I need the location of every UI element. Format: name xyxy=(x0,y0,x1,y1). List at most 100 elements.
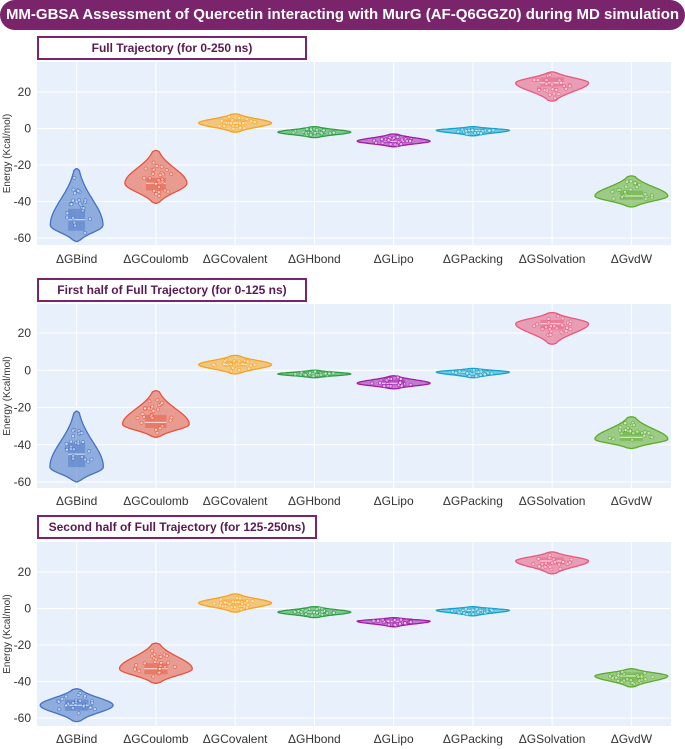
data-point xyxy=(132,667,137,672)
data-point xyxy=(218,597,223,602)
violin-ΔGCovalent xyxy=(197,354,273,375)
data-point xyxy=(386,622,391,627)
violin-ΔGvdW xyxy=(594,668,669,688)
data-point xyxy=(546,320,551,325)
data-point xyxy=(88,705,93,710)
data-point xyxy=(217,124,222,129)
data-point xyxy=(482,372,487,377)
x-tick-label: ΔGHbond xyxy=(288,494,341,508)
violin-box xyxy=(540,77,564,87)
y-tick-label: -60 xyxy=(14,711,32,725)
x-tick-label: ΔGCoulomb xyxy=(123,732,189,746)
x-tick-label: ΔGHbond xyxy=(288,252,341,266)
data-point xyxy=(76,711,81,716)
data-point xyxy=(231,365,235,370)
data-point xyxy=(474,607,479,611)
data-point xyxy=(395,134,400,139)
y-tick-label: 20 xyxy=(18,326,32,340)
data-point xyxy=(73,703,78,707)
data-point xyxy=(565,325,570,330)
data-point xyxy=(162,188,167,193)
data-point xyxy=(83,230,87,235)
data-point xyxy=(548,73,552,77)
data-point xyxy=(154,163,159,168)
y-tick-label: 0 xyxy=(24,602,31,616)
data-point xyxy=(635,429,640,434)
data-point xyxy=(622,678,626,683)
data-point xyxy=(490,608,495,613)
data-point xyxy=(154,192,159,197)
data-point xyxy=(550,561,555,565)
violin-box xyxy=(223,599,247,605)
data-point xyxy=(628,428,633,433)
data-point xyxy=(156,178,161,182)
data-point xyxy=(323,371,328,376)
y-tick-label: -40 xyxy=(14,675,32,689)
data-point xyxy=(223,600,228,605)
x-tick-label: ΔGvdW xyxy=(611,732,653,746)
data-point xyxy=(408,382,413,387)
data-point xyxy=(624,184,629,189)
data-point xyxy=(394,134,399,139)
data-point xyxy=(142,176,147,181)
data-point xyxy=(386,619,391,623)
violin-body xyxy=(124,149,188,204)
data-point xyxy=(154,182,158,186)
data-point xyxy=(564,329,569,334)
violin-ΔGBind xyxy=(49,410,104,483)
violin-body xyxy=(594,175,669,208)
violin-body xyxy=(515,551,590,575)
x-tick-label: ΔGBind xyxy=(56,252,97,266)
data-point xyxy=(227,114,231,119)
data-point xyxy=(233,605,238,610)
data-point xyxy=(532,323,537,328)
data-point xyxy=(380,617,385,622)
data-point xyxy=(151,160,156,165)
data-point xyxy=(152,188,157,193)
data-point xyxy=(229,605,234,610)
data-point xyxy=(314,607,319,612)
data-point xyxy=(160,177,165,182)
data-point xyxy=(547,92,552,97)
data-point xyxy=(467,373,472,378)
data-point xyxy=(245,359,250,364)
violin-body xyxy=(594,668,669,688)
data-point xyxy=(157,667,162,671)
data-point xyxy=(231,126,236,131)
violin-box xyxy=(619,672,644,682)
x-tick-label: ΔGvdW xyxy=(611,252,653,266)
data-point xyxy=(559,329,564,334)
data-point xyxy=(561,83,566,88)
data-point xyxy=(83,198,88,203)
data-point xyxy=(298,372,303,377)
data-point xyxy=(159,654,163,659)
violin-body xyxy=(49,410,104,483)
data-point xyxy=(169,171,174,176)
data-point xyxy=(634,181,638,186)
data-point xyxy=(86,459,91,464)
data-point xyxy=(607,436,612,441)
y-tick-label: 0 xyxy=(24,363,31,377)
data-point xyxy=(546,316,551,321)
data-point xyxy=(608,674,612,679)
data-point xyxy=(228,362,233,367)
data-point xyxy=(623,421,628,426)
x-tick-label: ΔGSolvation xyxy=(519,252,586,266)
data-point xyxy=(392,618,397,622)
data-point xyxy=(544,82,549,87)
data-point xyxy=(239,607,244,612)
data-point xyxy=(453,370,458,375)
violin-ΔGvdW xyxy=(594,416,669,450)
data-point xyxy=(71,447,76,452)
data-point xyxy=(232,359,237,364)
data-point xyxy=(639,675,644,680)
data-point xyxy=(304,127,309,132)
data-point xyxy=(369,381,374,386)
data-point xyxy=(142,414,146,419)
data-point xyxy=(73,223,78,228)
data-point xyxy=(548,565,553,570)
data-point xyxy=(81,440,85,444)
data-point xyxy=(308,133,313,137)
data-point xyxy=(72,191,77,196)
data-point xyxy=(610,189,615,194)
